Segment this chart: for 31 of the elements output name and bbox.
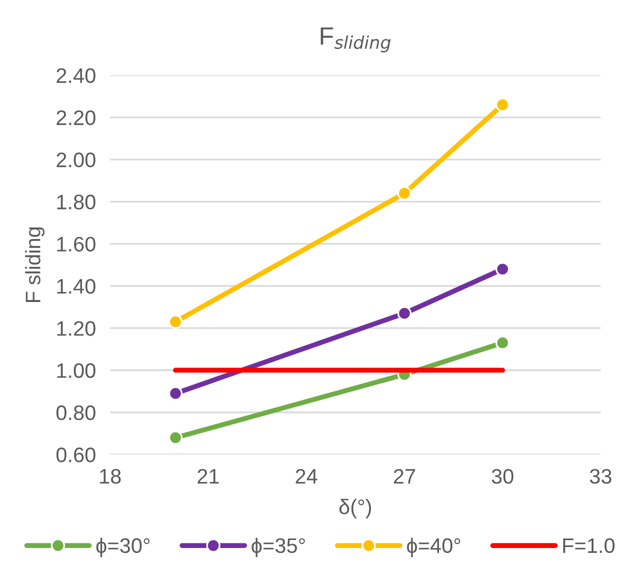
x-tick-label: 18 bbox=[100, 468, 121, 484]
point bbox=[397, 186, 412, 200]
legend-label: ϕ=40° bbox=[406, 538, 460, 558]
x-tick-label: 33 bbox=[590, 468, 612, 484]
legend-label: ϕ=30° bbox=[96, 538, 150, 558]
y-tick-label: 1.40 bbox=[57, 278, 96, 294]
point bbox=[168, 386, 183, 400]
y-tick-label: 1.00 bbox=[57, 363, 96, 378]
legend-label: F=1.0 bbox=[563, 538, 615, 554]
y-tick-label: 0.80 bbox=[56, 405, 96, 420]
chart-title: F$_{sliding}$ bbox=[320, 27, 391, 52]
point bbox=[495, 98, 510, 112]
point bbox=[168, 430, 183, 445]
x-tick-label: 30 bbox=[492, 468, 514, 484]
legend-label: ϕ=35° bbox=[252, 538, 305, 558]
x-axis-title: δ(°) bbox=[339, 498, 371, 518]
point bbox=[495, 336, 510, 350]
x-tick-label: 24 bbox=[296, 468, 318, 484]
point bbox=[495, 262, 510, 276]
x-tick-label: 21 bbox=[198, 468, 219, 484]
y-tick-label: 2.40 bbox=[56, 68, 96, 84]
point bbox=[397, 306, 412, 320]
point bbox=[168, 314, 183, 329]
y-tick-label: 0.60 bbox=[56, 448, 96, 462]
y-tick-label: 2.00 bbox=[56, 152, 96, 168]
y-tick-label: 1.80 bbox=[57, 194, 96, 210]
y-tick-label: 1.20 bbox=[57, 321, 96, 336]
x-tick-label: 27 bbox=[394, 468, 415, 484]
y-tick-label: 1.60 bbox=[57, 236, 96, 252]
y-tick-label: 2.20 bbox=[56, 110, 96, 126]
y-axis-title: F sliding bbox=[25, 227, 45, 302]
